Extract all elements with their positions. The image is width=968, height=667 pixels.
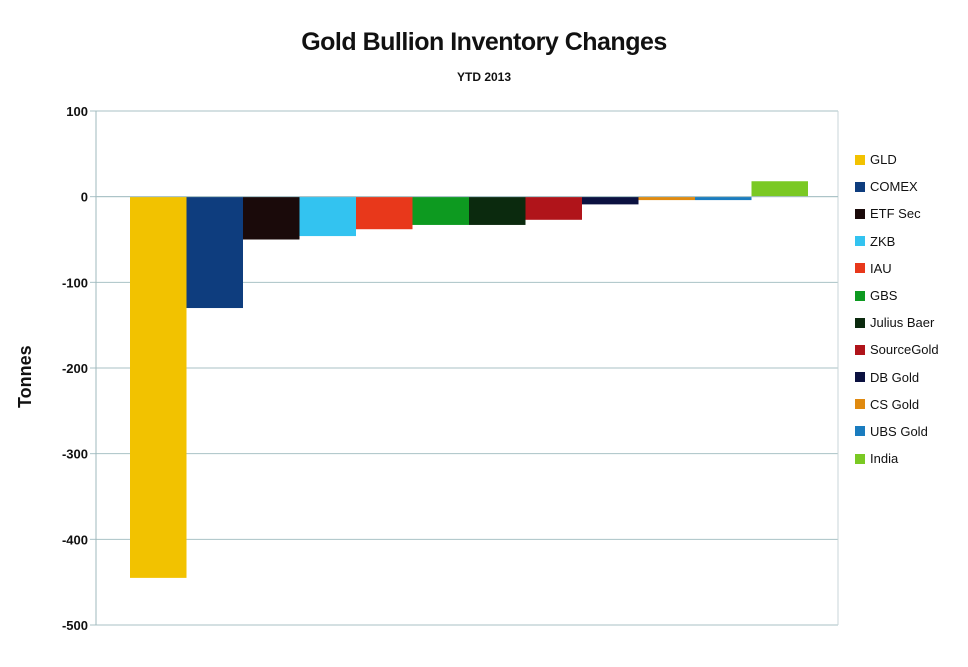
legend-label: ZKB [870, 233, 896, 249]
legend-item: ZKB [855, 228, 939, 255]
bar-db-gold [582, 196, 639, 205]
legend-swatch [855, 208, 865, 219]
bar-iau [356, 196, 413, 230]
y-tick-label: 100 [66, 104, 88, 119]
legend-item: ETF Sec [855, 200, 939, 227]
bar-julius-baer [469, 196, 526, 225]
legend-swatch [855, 453, 865, 464]
legend-item: GBS [855, 282, 939, 309]
legend-item: Julius Baer [855, 309, 939, 336]
legend-label: SourceGold [870, 342, 939, 358]
chart-title: Gold Bullion Inventory Changes [301, 28, 667, 56]
bar-gld [130, 196, 187, 578]
y-tick-label: -400 [62, 532, 88, 547]
y-tick-label: 0 [81, 190, 88, 205]
legend: GLD COMEX ETF Sec ZKB IAU GBS Julius Baer Sourc… [855, 146, 939, 472]
y-tick-label: -200 [62, 361, 88, 376]
legend-swatch [855, 399, 865, 410]
legend-label: ETF Sec [870, 206, 921, 222]
legend-swatch [855, 426, 865, 437]
legend-item: COMEX [855, 173, 939, 200]
legend-swatch [855, 181, 865, 192]
y-tick-label: -500 [62, 618, 88, 633]
legend-item: IAU [855, 255, 939, 282]
legend-swatch [855, 290, 865, 301]
legend-item: CS Gold [855, 391, 939, 418]
legend-label: GLD [870, 152, 897, 168]
legend-label: India [870, 451, 899, 467]
legend-label: Julius Baer [870, 315, 935, 331]
legend-label: CS Gold [870, 396, 920, 412]
y-tick-label: -300 [62, 447, 88, 462]
legend-swatch [855, 317, 865, 328]
bar-gbs [412, 196, 469, 225]
bar-sourcegold [525, 196, 582, 220]
legend-label: GBS [870, 288, 898, 304]
legend-item: India [855, 445, 939, 472]
legend-swatch [855, 344, 865, 355]
y-tick-label: -100 [62, 275, 88, 290]
bar-india [751, 181, 808, 197]
legend-item: UBS Gold [855, 418, 939, 445]
legend-item: SourceGold [855, 336, 939, 363]
legend-label: IAU [870, 260, 892, 276]
legend-label: UBS Gold [870, 423, 928, 439]
legend-swatch [855, 372, 865, 383]
legend-swatch [855, 236, 865, 247]
bar-ubs-gold [695, 196, 752, 201]
legend-swatch [855, 154, 865, 165]
chart-subtitle: YTD 2013 [456, 70, 512, 84]
legend-item: GLD [855, 146, 939, 173]
bar-zkb [299, 196, 356, 237]
legend-item: DB Gold [855, 364, 939, 391]
bar-etf-sec [243, 196, 300, 240]
legend-swatch [855, 263, 865, 274]
legend-label: DB Gold [870, 369, 920, 385]
legend-label: COMEX [870, 179, 918, 195]
bar-cs-gold [638, 196, 695, 201]
bar-comex [186, 196, 243, 309]
